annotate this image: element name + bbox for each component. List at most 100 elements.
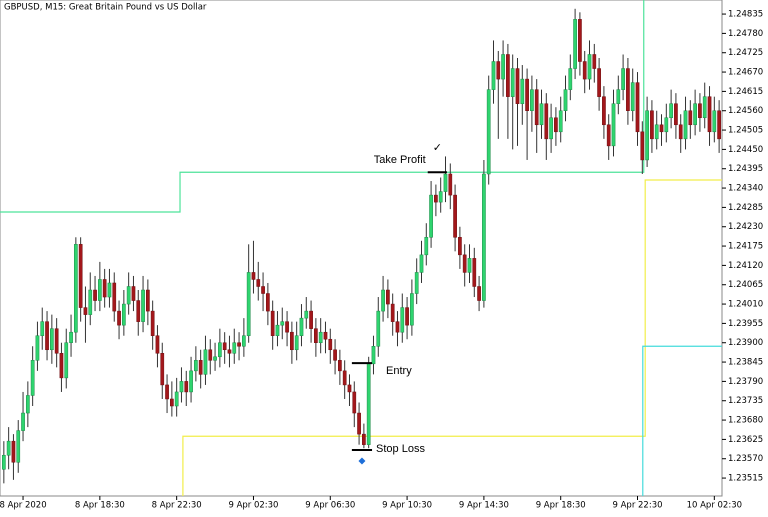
candle-body [582, 61, 587, 80]
candle-body [318, 331, 323, 343]
x-tick-label: 9 Apr 22:30 [613, 501, 663, 511]
y-tick-label: 1.24340 [728, 184, 763, 194]
candle-body [381, 289, 385, 312]
candle-body [611, 103, 616, 147]
candle-body [208, 349, 213, 361]
y-tick-label: 1.24175 [728, 242, 763, 252]
y-tick-label: 1.23845 [728, 358, 763, 368]
candle-body [218, 342, 222, 358]
x-tick-label: 9 Apr 14:30 [459, 501, 509, 511]
candle-body [237, 342, 241, 347]
trade-label: Stop Loss [376, 443, 425, 455]
y-tick-label: 1.24120 [728, 261, 763, 271]
candle-body [93, 289, 97, 301]
candle-body [256, 279, 261, 287]
candle-body [592, 54, 597, 69]
candle-body [606, 124, 611, 147]
candle-body [554, 117, 558, 133]
candle-body [621, 68, 625, 90]
candle-body [333, 349, 337, 361]
candle-body [102, 279, 107, 298]
y-tick-label: 1.24560 [728, 106, 763, 116]
candle-body [35, 335, 40, 361]
candle-body [683, 110, 688, 140]
x-tick-label: 8 Apr 2020 [0, 501, 47, 511]
candle-body [83, 307, 88, 315]
candle-body [597, 68, 601, 97]
plot [0, 0, 722, 496]
candle-body [626, 68, 630, 111]
candle-body [549, 117, 553, 140]
candle-body [194, 360, 198, 372]
candle-body [467, 258, 472, 273]
y-tick-label: 1.24780 [728, 29, 763, 39]
candle-body [698, 103, 702, 119]
candle-body [602, 96, 606, 126]
y-tick-label: 1.24065 [728, 280, 763, 290]
candle-body [400, 307, 405, 333]
candle-body [45, 321, 49, 351]
candle-body [678, 124, 683, 140]
candle-body [131, 286, 136, 301]
y-tick-label: 1.23515 [728, 474, 763, 484]
candle-body [30, 360, 35, 396]
candle-body [376, 310, 381, 347]
candle-body [141, 289, 145, 322]
candle-body [290, 331, 294, 351]
candle-body [232, 342, 237, 354]
x-tick-label: 9 Apr 10:30 [382, 501, 432, 511]
candle-body [616, 89, 621, 104]
y-tick-label: 1.23790 [728, 377, 763, 387]
candle-body [117, 310, 121, 326]
candle-body [304, 310, 309, 319]
x-tick-label: 9 Apr 18:30 [536, 501, 586, 511]
candle-body [21, 412, 25, 431]
candle-body [712, 110, 717, 133]
candle-body [16, 430, 21, 463]
candle-body [645, 110, 649, 161]
y-tick-label: 1.23735 [728, 396, 763, 406]
candle-body [544, 103, 549, 140]
candle-body [280, 321, 285, 326]
plot-area [0, 0, 723, 497]
candle-body [395, 321, 400, 333]
candle-body [371, 346, 376, 365]
candle-body [669, 103, 673, 119]
candle-body [227, 349, 232, 354]
candle-body [88, 289, 93, 315]
candle-body [160, 353, 165, 386]
candle-body [707, 96, 712, 133]
candle-body [491, 61, 496, 90]
candle-body [525, 78, 529, 111]
candle-body [107, 282, 112, 298]
candle-body [477, 286, 481, 301]
candle-body [563, 89, 568, 111]
candle-body [429, 194, 433, 238]
candle-body [453, 194, 457, 238]
candle-body [405, 307, 409, 326]
candle-body [179, 381, 184, 393]
candle-body [506, 54, 510, 97]
candle-body [25, 395, 30, 414]
y-tick-label: 1.24670 [728, 68, 763, 78]
candle-body [352, 391, 357, 414]
candle-body [328, 338, 333, 351]
y-tick-label: 1.24395 [728, 164, 763, 174]
candle-body [40, 321, 45, 336]
level-line [642, 345, 722, 496]
candle-body [189, 370, 193, 393]
candle-body [213, 356, 217, 361]
y-tick-label: 1.24285 [728, 203, 763, 213]
candle-body [674, 103, 678, 126]
candle-body [520, 78, 525, 104]
x-tick-label: 8 Apr 18:30 [75, 501, 125, 511]
trade-label: Entry [386, 365, 412, 377]
candle-body [693, 103, 697, 126]
trade-check: ✓ [433, 142, 442, 154]
candle-body [73, 244, 78, 333]
candle-body [165, 384, 169, 400]
x-tick-label: 8 Apr 22:30 [152, 501, 202, 511]
candle-body [11, 440, 16, 463]
candle-body [49, 328, 54, 351]
